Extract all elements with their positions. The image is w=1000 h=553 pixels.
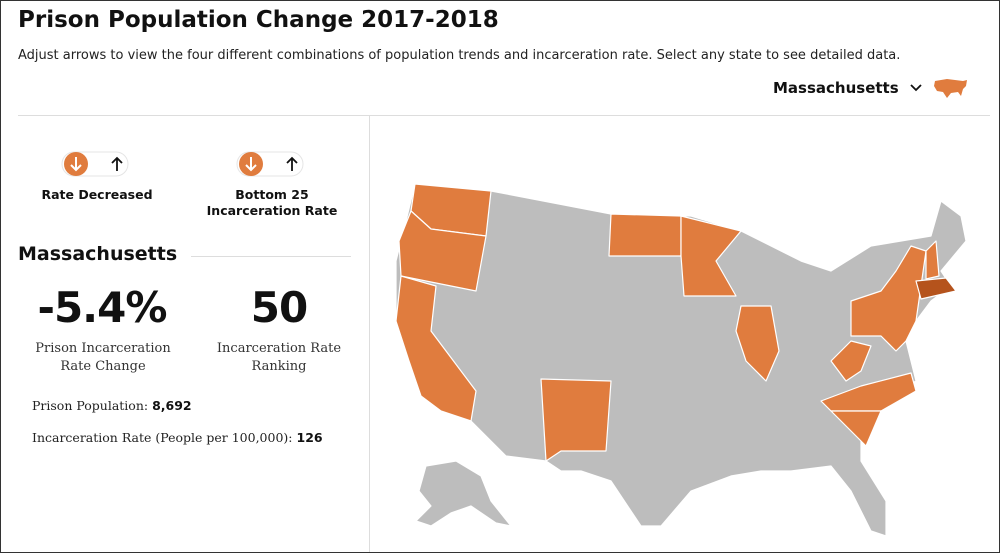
- fact: Prison Population: 8,692: [32, 398, 192, 413]
- subtitle: Adjust arrows to view the four different…: [18, 48, 901, 63]
- state-highlight[interactable]: [398, 210, 487, 292]
- divider: [369, 116, 370, 552]
- fact-label: Prison Population:: [32, 398, 149, 413]
- fact-value: 8,692: [152, 398, 192, 413]
- stat-value: -5.4%: [37, 283, 168, 332]
- selected-state-shape[interactable]: [915, 277, 957, 300]
- state-highlight[interactable]: [735, 305, 780, 382]
- divider: [191, 256, 351, 257]
- fact-label: Incarceration Rate (People per 100,000):: [32, 430, 293, 445]
- fact: Incarceration Rate (People per 100,000):…: [32, 430, 323, 445]
- fact-value: 126: [296, 430, 323, 445]
- stat-value: 50: [250, 283, 308, 332]
- state-highlight[interactable]: [830, 340, 872, 382]
- state-highlight[interactable]: [680, 215, 742, 297]
- stat-label: Incarceration Rate Ranking: [216, 341, 342, 374]
- state-dropdown[interactable]: Massachusetts: [773, 77, 969, 99]
- rate-toggle[interactable]: [56, 149, 136, 179]
- state-heading: Massachusetts: [18, 243, 178, 265]
- state-highlight[interactable]: [608, 213, 682, 257]
- state-highlight[interactable]: [925, 240, 940, 280]
- state-highlight[interactable]: [540, 378, 612, 462]
- state-highlight[interactable]: [395, 275, 477, 422]
- filter-label: Bottom 25 Incarceration Rate: [206, 187, 338, 218]
- stat-label: Prison Incarceration Rate Change: [35, 341, 171, 374]
- alaska[interactable]: [415, 460, 512, 527]
- state-highlight[interactable]: [830, 410, 882, 447]
- state-highlight[interactable]: [850, 245, 927, 352]
- rank-toggle[interactable]: [231, 149, 311, 179]
- divider: [18, 115, 990, 116]
- us-map: [395, 183, 967, 537]
- page-title: Prison Population Change 2017-2018: [18, 7, 499, 33]
- selected-state[interactable]: Massachusetts: [773, 79, 899, 97]
- us-icon: [933, 79, 967, 98]
- us-states[interactable]: [395, 183, 967, 537]
- chevron[interactable]: [909, 83, 923, 93]
- filter-label: Rate Decreased: [41, 187, 153, 202]
